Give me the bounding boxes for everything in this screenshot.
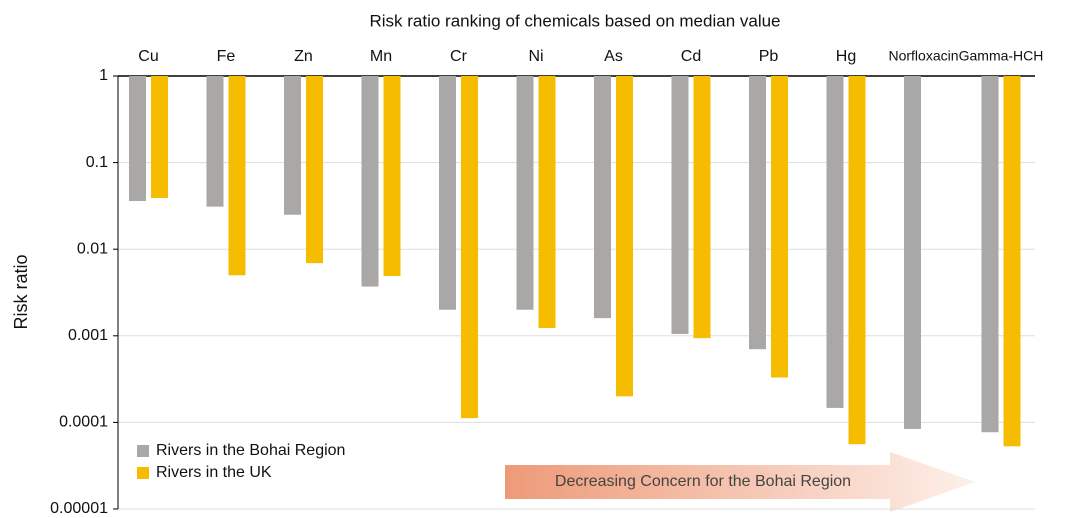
bar [461,76,478,419]
y-tick-label: 0.001 [68,327,108,344]
bar [616,76,633,397]
bar [1003,76,1021,447]
legend-swatch [137,467,149,479]
bar [129,76,146,202]
annotation-arrow [505,452,975,512]
bar [981,76,999,433]
bar [594,76,611,319]
y-tick-label: 0.00001 [50,500,108,517]
bar [306,76,323,264]
bar [671,76,689,334]
bar [826,76,844,408]
bar [206,76,224,207]
category-label: Norfloxacin [888,48,958,64]
y-tick-label: 1 [99,67,108,84]
bar [848,76,866,445]
bar [361,76,379,287]
bar [439,76,456,310]
annotation: Decreasing Concern for the Bohai Region [555,473,851,490]
category-label: Cr [450,48,468,65]
category-label: Cu [138,48,158,65]
category-label: Zn [294,48,313,65]
category-label: Ni [528,48,543,65]
y-axis-label: Risk ratio [11,254,31,329]
category-label: Cd [681,48,701,65]
bar [383,76,401,277]
y-tick-label: 0.1 [86,154,108,171]
category-label: Fe [217,48,236,65]
legend-label: Rivers in the UK [156,464,272,481]
bar [538,76,556,329]
bar [284,76,301,215]
legend-swatch [137,445,149,457]
category-label: As [604,48,623,65]
bar [516,76,534,310]
legend-label: Rivers in the Bohai Region [156,442,345,459]
category-label: Pb [759,48,779,65]
category-label: Gamma-HCH [959,48,1044,64]
y-tick-label: 0.0001 [59,414,108,431]
bar [228,76,246,276]
bar [693,76,711,339]
bar [151,76,168,199]
bar [749,76,766,350]
bar [771,76,788,378]
chart-title: Risk ratio ranking of chemicals based on… [369,11,780,30]
category-label: Hg [836,48,856,65]
bar [904,76,921,429]
y-tick-label: 0.01 [77,240,108,257]
category-label: Mn [370,48,392,65]
